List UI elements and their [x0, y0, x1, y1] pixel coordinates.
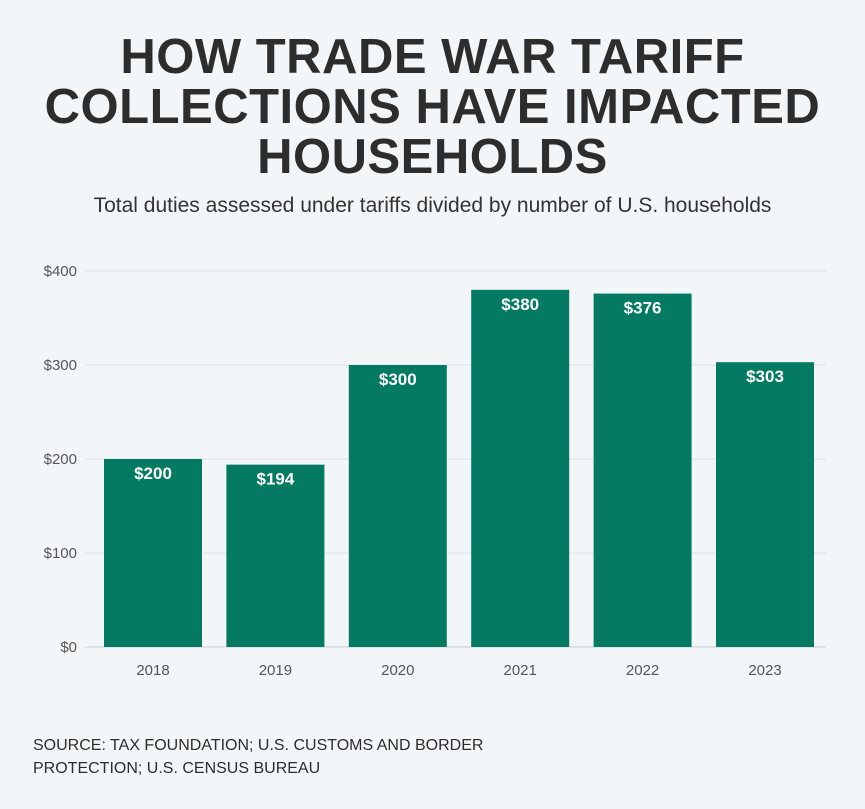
chart-title: HOW TRADE WAR TARIFF COLLECTIONS HAVE IM…: [0, 32, 865, 182]
x-tick-label: 2023: [748, 662, 781, 679]
bar-2019: [226, 464, 325, 647]
title-line-3: HOUSEHOLDS: [257, 130, 608, 184]
gridlines: [85, 270, 826, 648]
bar-2020: [348, 365, 447, 647]
bar-value-label: $380: [501, 295, 539, 314]
source-line-1: SOURCE: TAX FOUNDATION; U.S. CUSTOMS AND…: [33, 737, 484, 754]
x-tick-label: 2021: [504, 662, 537, 679]
y-tick-label: $200: [44, 451, 77, 468]
bar-value-label: $194: [256, 470, 294, 489]
bar-2022: [593, 293, 692, 647]
chart-subtitle: Total duties assessed under tariffs divi…: [93, 194, 772, 217]
x-axis-ticks: 2018 2019 2020 2021 2022 2023: [136, 662, 781, 679]
bar-value-label: $200: [134, 464, 172, 483]
bar-2018: [104, 459, 202, 647]
bars: $200 $194 $300 $380 $376 $303: [104, 289, 814, 647]
title-line-2: COLLECTIONS HAVE IMPACTED: [44, 80, 821, 134]
x-tick-label: 2018: [136, 662, 169, 679]
bar-chart: $0$100$200$300$400 $200 $194$300$380 $376$…: [44, 263, 826, 679]
y-tick-label: $300: [44, 357, 77, 374]
title-line-1: HOW TRADE WAR TARIFF: [120, 30, 745, 84]
y-tick-label: $0: [60, 639, 77, 656]
x-tick-label: 2019: [259, 662, 292, 679]
source-line-2: PROTECTION; U.S. CENSUS BUREAU: [33, 760, 321, 777]
bar-2021: [471, 289, 570, 647]
y-axis-ticks: $0 $100 $200 $300 $400: [44, 263, 77, 656]
y-tick-label: $100: [44, 545, 77, 562]
bar-value-label: $376: [624, 299, 662, 318]
x-tick-label: 2022: [626, 662, 659, 679]
bar-2023: [716, 362, 814, 647]
bar-value-label: $300: [379, 370, 417, 389]
bar-value-label: $303: [746, 367, 784, 386]
y-tick-label: $400: [44, 263, 77, 280]
source-note: SOURCE: TAX FOUNDATION; U.S. CUSTOMS AND…: [33, 734, 593, 780]
x-tick-label: 2020: [381, 662, 414, 679]
